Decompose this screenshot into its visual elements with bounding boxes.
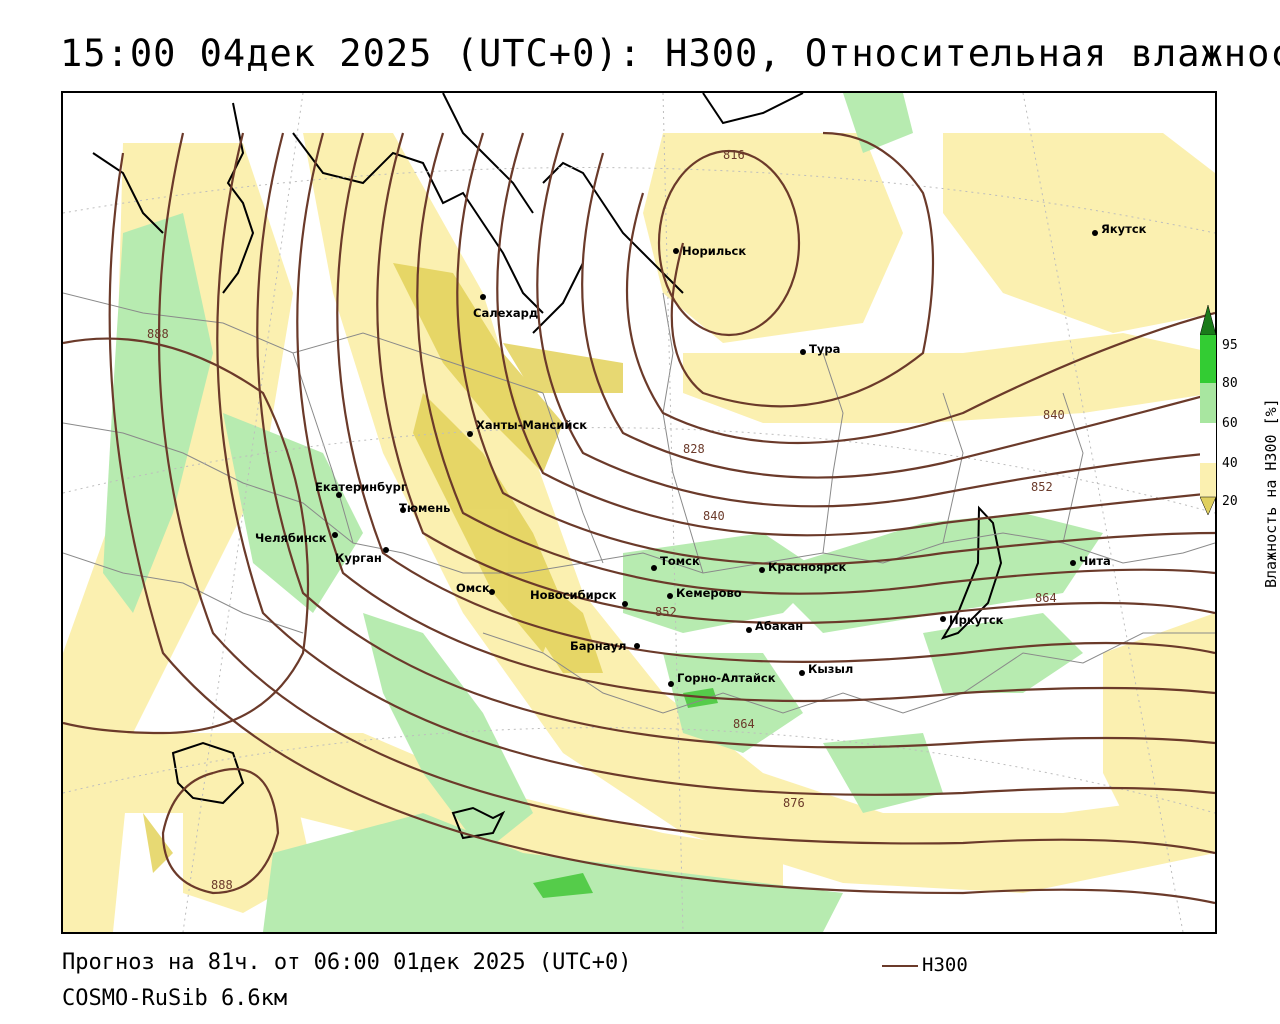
svg-text:Тюмень: Тюмень — [399, 501, 450, 515]
city-marker: Курган — [335, 547, 389, 565]
colorbar-tick: 80 — [1222, 376, 1238, 391]
contour-line-swatch — [882, 964, 918, 967]
admin-borders — [63, 292, 1215, 714]
cities: Норильск Якутск Салехард Тура Ханты-Манс… — [255, 222, 1147, 687]
page-title: 15:00 04дек 2025 (UTC+0): H300, Относите… — [60, 32, 1280, 75]
svg-text:Иркутск: Иркутск — [949, 613, 1004, 627]
city-marker: Кемерово — [667, 586, 742, 600]
city-marker: Норильск — [673, 244, 746, 258]
svg-text:Курган: Курган — [335, 551, 382, 565]
svg-text:Кызыл: Кызыл — [808, 662, 853, 676]
isoline-label: 888 — [147, 327, 169, 341]
model-name: COSMO-RuSib 6.6км — [62, 986, 288, 1011]
map-panel: 816 828 840 840 852 852 864 864 876 888 … — [61, 91, 1217, 934]
svg-text:Абакан: Абакан — [755, 619, 803, 633]
isoline-label: 840 — [1043, 408, 1065, 422]
isoline-labels: 816 828 840 840 852 852 864 864 876 888 … — [147, 148, 1065, 892]
graticule — [63, 93, 1215, 932]
svg-text:Чита: Чита — [1079, 554, 1111, 568]
city-marker: Тюмень — [399, 501, 450, 515]
svg-text:Салехард: Салехард — [473, 306, 538, 320]
city-marker: Красноярск — [759, 560, 846, 574]
city-marker: Кызыл — [799, 662, 853, 676]
isoline-label: 864 — [1035, 591, 1057, 605]
city-marker: Салехард — [473, 294, 538, 320]
svg-text:Новосибирск: Новосибирск — [530, 588, 617, 602]
svg-text:Ханты-Мансийск: Ханты-Мансийск — [476, 418, 587, 432]
city-marker: Екатеринбург — [315, 480, 407, 498]
city-marker: Чита — [1070, 554, 1111, 568]
svg-text:Тура: Тура — [809, 342, 840, 356]
colorbar-tick: 40 — [1222, 456, 1238, 471]
city-marker: Иркутск — [940, 613, 1004, 627]
city-marker: Челябинск — [255, 531, 338, 545]
city-marker: Горно-Алтайск — [668, 671, 776, 687]
city-marker: Омск — [456, 581, 495, 595]
forecast-info: Прогноз на 81ч. от 06:00 01дек 2025 (UTC… — [62, 950, 632, 975]
humidity-high-areas — [103, 93, 1103, 932]
isoline-label: 816 — [723, 148, 745, 162]
city-marker: Тура — [800, 342, 840, 356]
isoline-label: 876 — [783, 796, 805, 810]
svg-text:Омск: Омск — [456, 581, 490, 595]
humidity-colorbar — [1200, 305, 1216, 515]
svg-text:Якутск: Якутск — [1101, 222, 1147, 236]
svg-text:Красноярск: Красноярск — [768, 560, 846, 574]
svg-text:Горно-Алтайск: Горно-Алтайск — [677, 671, 776, 685]
svg-text:Челябинск: Челябинск — [255, 531, 327, 545]
isoline-label: 852 — [655, 605, 677, 619]
isoline-label: 852 — [1031, 480, 1053, 494]
city-marker: Томск — [651, 554, 700, 571]
h300-isolines — [63, 131, 1215, 905]
isoline-label: 864 — [733, 717, 755, 731]
city-marker: Барнаул — [570, 639, 640, 653]
svg-text:Екатеринбург: Екатеринбург — [315, 480, 407, 494]
isoline-label: 840 — [703, 509, 725, 523]
city-marker: Якутск — [1092, 222, 1147, 236]
contour-legend: H300 — [882, 954, 968, 976]
colorbar-tick: 20 — [1222, 494, 1238, 509]
colorbar-tick: 95 — [1222, 338, 1238, 353]
map-canvas: 816 828 840 840 852 852 864 864 876 888 … — [63, 93, 1215, 932]
coastlines — [92, 93, 1003, 840]
svg-text:Барнаул: Барнаул — [570, 639, 626, 653]
contour-legend-label: H300 — [922, 954, 968, 976]
svg-text:Норильск: Норильск — [682, 244, 746, 258]
city-marker: Новосибирск — [530, 588, 628, 607]
isoline-label: 828 — [683, 442, 705, 456]
colorbar-title: Влажность на H300 [%] — [1262, 398, 1280, 588]
city-marker: Ханты-Мансийск — [467, 418, 587, 437]
isoline-label: 888 — [211, 878, 233, 892]
colorbar-tick: 60 — [1222, 416, 1238, 431]
city-marker: Абакан — [746, 619, 803, 633]
svg-text:Томск: Томск — [660, 554, 700, 568]
svg-text:Кемерово: Кемерово — [676, 586, 742, 600]
